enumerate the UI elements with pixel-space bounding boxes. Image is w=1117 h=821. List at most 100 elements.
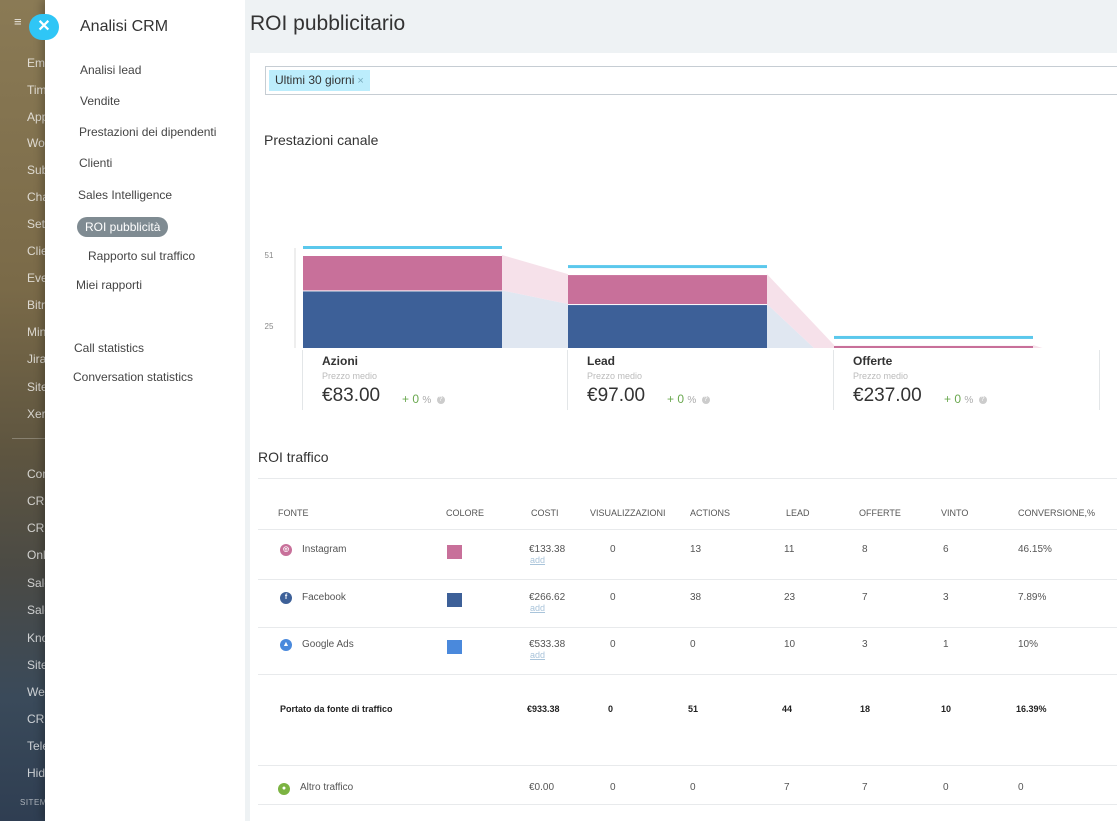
sidebar-item-vendite[interactable]: Vendite bbox=[80, 94, 121, 108]
channel-chart: 51250 86%40%55% bbox=[265, 246, 1043, 348]
source-name[interactable]: Instagram bbox=[302, 544, 347, 555]
sidebar-item-roi-pubblicita[interactable]: ROI pubblicità bbox=[77, 217, 169, 237]
column-header[interactable]: FONTE bbox=[278, 508, 309, 518]
bar-segment[interactable] bbox=[303, 256, 502, 291]
facebook-icon: f bbox=[280, 592, 292, 604]
google-ads-icon: ▲ bbox=[280, 639, 292, 651]
cell-cost[interactable]: €133.38 bbox=[529, 544, 566, 555]
column-header[interactable]: LEAD bbox=[786, 508, 810, 518]
bar-total-line bbox=[303, 246, 502, 249]
add-cost-link[interactable]: add bbox=[530, 555, 546, 565]
remove-filter-icon[interactable]: × bbox=[357, 75, 364, 87]
cell-cost: €0.00 bbox=[529, 782, 555, 793]
cell-conv: 46.15% bbox=[1018, 544, 1052, 555]
source-name[interactable]: Google Ads bbox=[302, 639, 354, 650]
row-divider bbox=[258, 765, 1117, 766]
subtotal-won: 10 bbox=[941, 704, 952, 714]
background-menu-item: Onli bbox=[27, 548, 49, 562]
cell-conv: 0 bbox=[1018, 782, 1024, 793]
background-menu-item: Bitri bbox=[27, 298, 48, 312]
cell-offers: 7 bbox=[862, 782, 868, 793]
bar-segment[interactable] bbox=[568, 275, 767, 305]
sidebar-item-analisi-lead[interactable]: Analisi lead bbox=[80, 63, 142, 77]
subtotal-actions: 51 bbox=[688, 704, 699, 714]
cell-lead: 10 bbox=[784, 639, 796, 650]
source-name[interactable]: Altro traffico bbox=[300, 782, 354, 793]
card-title: Offerte bbox=[853, 354, 893, 368]
bar-segment[interactable] bbox=[568, 305, 767, 348]
delta-unit: % bbox=[687, 395, 697, 406]
color-swatch[interactable] bbox=[447, 545, 462, 559]
main-area: ROI pubblicitario Ultimi 30 giorni × Pres… bbox=[245, 0, 1117, 821]
card-subtitle: Prezzo medio bbox=[322, 371, 378, 381]
help-icon[interactable]: ? bbox=[436, 395, 445, 404]
subtotal-lead: 44 bbox=[782, 704, 793, 714]
close-icon: ✕ bbox=[37, 18, 51, 35]
filter-tag-label: Ultimi 30 giorni bbox=[275, 73, 355, 87]
column-header[interactable]: ACTIONS bbox=[690, 508, 731, 518]
card-subtitle: Prezzo medio bbox=[587, 371, 643, 381]
color-swatch[interactable] bbox=[447, 593, 462, 607]
bar-segment[interactable] bbox=[834, 345, 1033, 348]
help-icon[interactable]: ? bbox=[978, 395, 987, 404]
column-header[interactable]: CONVERSIONE,% bbox=[1018, 508, 1096, 518]
sidebar-item-rapporto-traffico[interactable]: Rapporto sul traffico bbox=[88, 249, 196, 263]
card-vinto-partial bbox=[1099, 350, 1117, 410]
card-delta: + 0 % ? bbox=[402, 392, 445, 406]
add-cost-link[interactable]: add bbox=[530, 650, 546, 660]
bar-segment[interactable] bbox=[303, 291, 502, 348]
period-filter[interactable]: Ultimi 30 giorni × bbox=[265, 66, 1117, 95]
channel-chart-title: Prestazioni canale bbox=[264, 132, 379, 148]
cell-won: 6 bbox=[943, 544, 949, 555]
sidebar: Analisi CRM Analisi lead Vendite Prestaz… bbox=[45, 0, 245, 821]
sidebar-item-prestazioni-dipendenti[interactable]: Prestazioni dei dipendenti bbox=[79, 125, 217, 139]
other-traffic-icon: ● bbox=[278, 783, 290, 795]
column-header[interactable]: VINTO bbox=[941, 508, 969, 518]
card-value: €97.00 bbox=[587, 385, 646, 406]
cell-conv: 10% bbox=[1018, 639, 1039, 650]
row-divider bbox=[258, 627, 1117, 628]
column-header[interactable]: COLORE bbox=[446, 508, 485, 518]
delta-value: + 0 bbox=[667, 392, 685, 406]
sidebar-item-miei-rapporti[interactable]: Miei rapporti bbox=[76, 278, 143, 292]
sidebar-item-conversation-statistics[interactable]: Conversation statistics bbox=[73, 370, 194, 384]
filter-tag[interactable]: Ultimi 30 giorni × bbox=[269, 70, 370, 91]
subtotal-offers: 18 bbox=[860, 704, 871, 714]
column-header[interactable]: OFFERTE bbox=[859, 508, 901, 518]
cell-actions: 38 bbox=[690, 592, 702, 603]
column-header[interactable]: VISUALIZZAZIONI bbox=[590, 508, 666, 518]
card-value: €237.00 bbox=[853, 385, 922, 406]
subtotal-views: 0 bbox=[608, 704, 614, 714]
close-panel-button[interactable]: ✕ bbox=[29, 14, 59, 40]
sidebar-item-call-statistics[interactable]: Call statistics bbox=[74, 341, 145, 355]
color-swatch[interactable] bbox=[447, 640, 462, 654]
delta-value: + 0 bbox=[944, 392, 962, 406]
source-name[interactable]: Facebook bbox=[302, 592, 346, 603]
bar-total-line bbox=[834, 335, 1033, 339]
help-icon[interactable]: ? bbox=[701, 395, 710, 404]
cell-cost[interactable]: €266.62 bbox=[529, 592, 566, 603]
cell-views: 0 bbox=[610, 592, 616, 603]
background-menu-item: Sett bbox=[27, 217, 49, 231]
column-header[interactable]: COSTI bbox=[531, 508, 559, 518]
cell-views: 0 bbox=[610, 544, 616, 555]
sidebar-title: Analisi CRM bbox=[80, 18, 169, 35]
add-cost-link[interactable]: add bbox=[530, 603, 546, 613]
cell-won: 0 bbox=[943, 782, 949, 793]
row-divider bbox=[258, 529, 1117, 530]
flow-band bbox=[767, 304, 814, 348]
cell-cost[interactable]: €533.38 bbox=[529, 639, 566, 650]
card-offerte: Offerte Prezzo medio €237.00 + 0 % ? bbox=[833, 350, 1099, 410]
hamburger-icon[interactable]: ≡ bbox=[14, 14, 22, 29]
card-azioni: Azioni Prezzo medio €83.00 + 0 % ? bbox=[302, 350, 568, 410]
card-lead: Lead Prezzo medio €97.00 + 0 % ? bbox=[567, 350, 833, 410]
sidebar-item-sales-intelligence[interactable]: Sales Intelligence bbox=[78, 188, 173, 202]
background-menu-item: Tele bbox=[27, 739, 50, 753]
flow-band bbox=[502, 290, 568, 348]
card-delta: + 0 % ? bbox=[944, 392, 987, 406]
background-divider bbox=[12, 438, 52, 439]
cell-actions: 13 bbox=[690, 544, 702, 555]
sidebar-item-clienti[interactable]: Clienti bbox=[79, 156, 113, 170]
subtotal-conv: 16.39% bbox=[1016, 704, 1047, 714]
cell-offers: 7 bbox=[862, 592, 868, 603]
